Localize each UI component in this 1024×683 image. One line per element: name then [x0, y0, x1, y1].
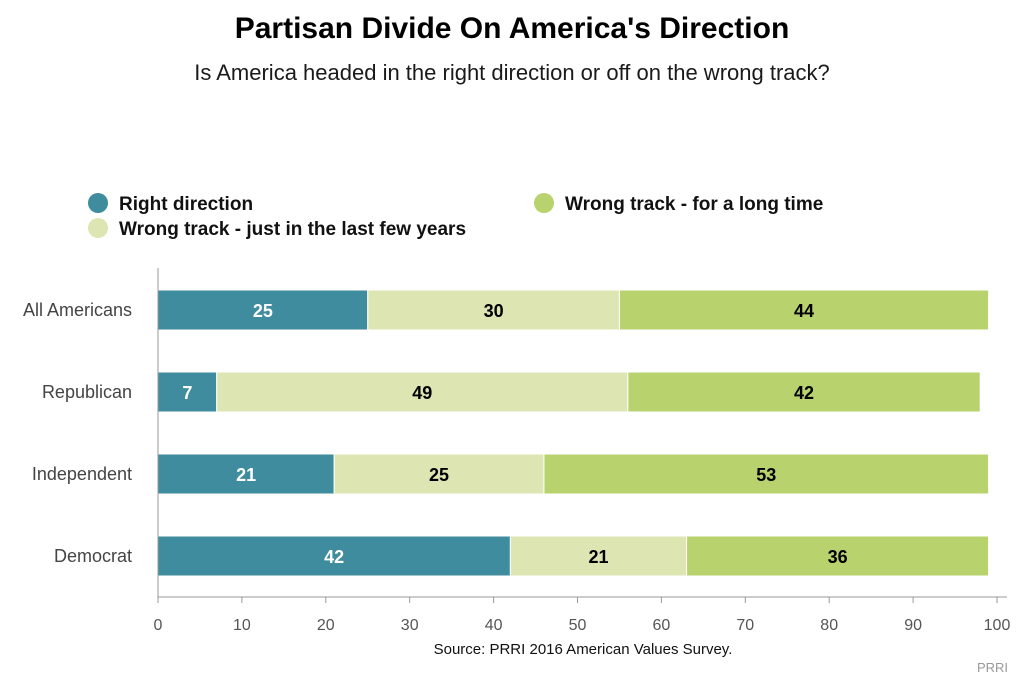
- x-tick-label: 20: [317, 617, 335, 634]
- category-label: Independent: [32, 464, 132, 484]
- data-label: 21: [236, 465, 256, 485]
- bar-segment: [618, 289, 990, 331]
- source-note: Source: PRRI 2016 American Values Survey…: [433, 641, 733, 658]
- x-tick-label: 70: [736, 617, 754, 634]
- bar-segment: [157, 289, 369, 331]
- x-tick-label: 80: [820, 617, 838, 634]
- x-tick-label: 90: [904, 617, 922, 634]
- data-label: 36: [828, 547, 848, 567]
- bar-segment: [543, 453, 990, 495]
- legend-label: Wrong track - for a long time: [565, 194, 823, 215]
- category-label: All Americans: [23, 300, 132, 320]
- legend-label: Right direction: [119, 194, 253, 215]
- bar-segment: [686, 535, 990, 577]
- category-label: Democrat: [54, 546, 132, 566]
- chart-title: Partisan Divide On America's Direction: [234, 12, 790, 45]
- axes: 0 10 20 30 40 50 60 70 80 90 100: [154, 268, 1011, 634]
- x-tick-label: 60: [653, 617, 671, 634]
- data-label: 53: [756, 465, 776, 485]
- legend-swatch: [534, 193, 554, 213]
- bar-segment: [216, 371, 629, 413]
- data-label: 21: [588, 547, 608, 567]
- x-tick-label: 0: [154, 617, 163, 634]
- data-label: 49: [412, 383, 432, 403]
- legend: Right direction Wrong track - just in the…: [88, 193, 823, 240]
- x-tick-label: 30: [401, 617, 419, 634]
- chart-subtitle: Is America headed in the right direction…: [194, 60, 830, 85]
- bar-segment: [157, 453, 335, 495]
- bar-segment: [333, 453, 545, 495]
- category-label: Republican: [42, 382, 132, 402]
- bars: All Americans 25 30 44 Republican 7 49 42 Indepe…: [23, 289, 990, 577]
- data-label: 42: [794, 383, 814, 403]
- data-label: 42: [324, 547, 344, 567]
- legend-swatch: [88, 193, 108, 213]
- x-tick-label: 40: [485, 617, 503, 634]
- x-tick-label: 100: [984, 617, 1011, 634]
- bar-segment: [157, 535, 511, 577]
- legend-swatch: [88, 218, 108, 238]
- data-label: 44: [794, 301, 814, 321]
- data-label: 7: [182, 383, 192, 403]
- bar-segment: [627, 371, 981, 413]
- data-label: 25: [253, 301, 273, 321]
- data-label: 25: [429, 465, 449, 485]
- bar-segment: [157, 371, 218, 413]
- credit-label: PRRI: [976, 660, 1008, 675]
- legend-label: Wrong track - just in the last few years: [119, 219, 466, 240]
- x-tick-label: 50: [569, 617, 587, 634]
- bar-segment: [509, 535, 688, 577]
- data-label: 30: [484, 301, 504, 321]
- x-tick-label: 10: [233, 617, 251, 634]
